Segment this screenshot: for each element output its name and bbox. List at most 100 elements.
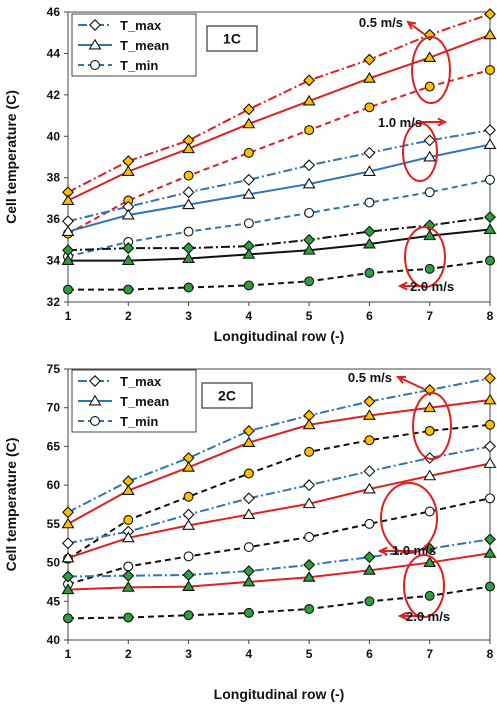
series-line [67,585,491,620]
legend-label: T_max [120,374,162,389]
data-point [123,284,134,295]
data-point [182,580,196,592]
legend-marker [88,38,102,50]
data-point [363,146,376,159]
series-line [67,398,491,525]
series-t-min-20 [63,581,495,624]
series-line [67,143,491,233]
data-point [424,590,435,601]
velocity-annotation: 0.5 m/s [348,370,392,385]
data-point [121,208,135,220]
y-axis-title: Cell temperature (C) [3,438,19,572]
data-point [423,134,436,147]
data-point [63,284,73,295]
arrow-head [377,546,388,556]
arrow-head [406,20,417,30]
data-point [485,493,495,504]
x-axis-title: Longitudinal row (-) [214,686,345,702]
arrow-head [397,611,408,621]
data-point [183,491,194,502]
chart-1c: 32 34 36 38 40 42 44 46 1 2 3 4 5 6 7 8 Longitudinal row… [3,5,497,344]
data-point [363,53,376,66]
data-point [484,8,496,21]
data-point [61,225,75,237]
x-tick-label: 1 [65,647,72,661]
x-tick-label: 4 [246,647,253,661]
x-tick-label: 2 [125,309,132,323]
y-tick-label: 60 [47,478,61,492]
data-point [304,604,315,614]
data-point [243,280,254,291]
data-point [121,165,135,176]
x-tick-label: 1 [65,309,72,323]
y-tick-label: 55 [47,517,61,531]
data-point [182,142,196,154]
series-t-mean-10 [61,457,497,563]
legend-marker [90,60,100,70]
x-tick-label: 3 [185,309,192,323]
legend-label: T_min [120,414,158,429]
data-point [424,425,435,436]
c-rate-tag [201,382,253,409]
data-point [242,117,256,129]
x-tick-label: 6 [366,309,373,323]
data-point [302,94,316,106]
y-tick-label: 75 [47,362,61,376]
data-point [182,186,195,199]
data-point [362,409,376,420]
data-point [242,103,255,116]
data-point [304,207,315,218]
c-rate-tag [206,25,258,52]
series-line [67,445,491,545]
legend-marker [89,375,101,387]
y-tick-label: 36 [47,212,61,226]
data-point [485,419,495,430]
data-point [62,506,74,519]
data-point [484,533,496,546]
data-point [364,197,375,208]
data-point [483,457,497,468]
data-point [303,74,316,87]
x-tick-label: 7 [426,647,433,661]
legend-label: T_mean [120,394,169,409]
series-t-min-10 [63,493,495,590]
data-point [424,263,435,274]
data-point [303,479,316,492]
series-t-mean-20 [61,547,497,595]
series-line [67,129,491,223]
series-line [67,377,491,514]
data-point [302,243,316,255]
data-point [423,469,437,481]
data-point [61,551,75,563]
data-point [304,532,315,542]
c-rate-label: 2C [218,388,236,404]
series-t-max-05 [62,372,496,519]
velocity-annotation: 1.0 m/s [378,115,422,130]
legend-marker [90,416,100,426]
data-point [363,551,376,564]
x-tick-label: 4 [246,309,253,323]
arrow-line [407,21,425,35]
data-point [182,461,196,472]
data-point [423,401,437,413]
data-point [363,395,376,408]
data-point [242,492,255,505]
y-tick-label: 65 [47,439,61,453]
data-point [484,372,496,385]
data-point [183,551,194,562]
x-tick-label: 6 [366,647,373,661]
data-point [302,571,316,582]
data-point [122,569,135,582]
data-point [121,254,135,266]
legend-label: T_max [120,18,162,33]
data-point [483,393,497,405]
data-point [364,596,375,607]
data-point [484,440,496,453]
data-point [122,242,135,255]
data-point [243,468,254,479]
y-tick-label: 32 [47,295,61,309]
data-point [302,497,316,509]
data-point [485,65,495,75]
legend-marker [89,19,101,31]
